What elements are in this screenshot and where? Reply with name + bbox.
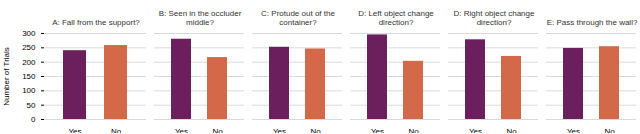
svg-text:100: 100 — [22, 86, 36, 95]
svg-text:No: No — [604, 127, 615, 133]
svg-text:150: 150 — [22, 72, 36, 81]
html-text:E: Pass through the wall?: E: Pass through the wall? — [546, 18, 638, 27]
html-text:D: Right object change directi: D: Right object change direction? — [453, 9, 535, 27]
html-text:C: Protude out of the containe: C: Protude out of the container? — [261, 9, 335, 27]
svg-text:200: 200 — [22, 58, 36, 67]
svg-text:Yes: Yes — [371, 127, 384, 133]
svg-text:No: No — [408, 127, 419, 133]
svg-text:50: 50 — [27, 101, 36, 110]
svg-text:No: No — [212, 127, 223, 133]
svg-text:No: No — [310, 127, 321, 133]
svg-text:Yes: Yes — [68, 127, 81, 133]
html-text:D: Left object change directio: D: Left object change direction? — [358, 9, 434, 27]
svg-text:0: 0 — [31, 115, 36, 124]
svg-text:No: No — [506, 127, 517, 133]
svg-text:250: 250 — [22, 43, 36, 52]
html-text:B: Seen in the occluder middle: B: Seen in the occluder middle? — [158, 9, 242, 27]
svg-text:Yes: Yes — [469, 127, 482, 133]
svg-text:Number of Trials: Number of Trials — [2, 47, 11, 106]
svg-text:Yes: Yes — [567, 127, 580, 133]
svg-text:Yes: Yes — [273, 127, 286, 133]
html-text:A: Fall from the support?: A: Fall from the support? — [52, 18, 140, 27]
svg-text:300: 300 — [22, 29, 36, 38]
svg-text:No: No — [111, 127, 122, 133]
svg-text:Yes: Yes — [175, 127, 188, 133]
